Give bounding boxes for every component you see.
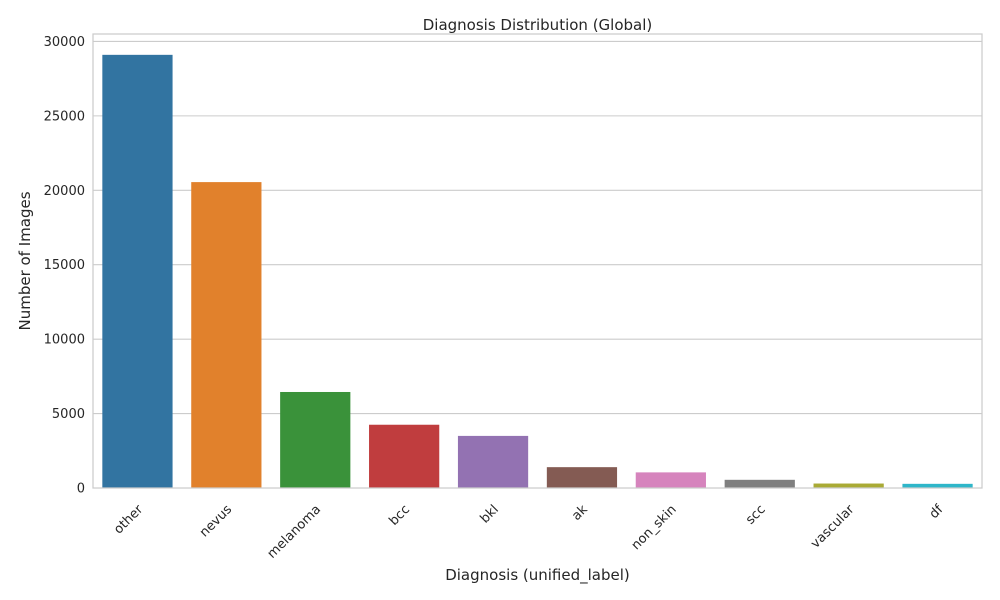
bar-other (102, 54, 173, 488)
chart-title: Diagnosis Distribution (Global) (423, 16, 653, 34)
y-tick-label: 30000 (44, 35, 85, 50)
plot-frame (92, 33, 983, 489)
bar-ak (546, 467, 618, 488)
bars (102, 54, 973, 488)
bar-vascular (813, 483, 884, 488)
bar-bkl (457, 435, 529, 488)
y-tick-label: 5000 (52, 407, 85, 422)
bar-non_skin (635, 472, 706, 488)
bar-df (902, 483, 973, 488)
y-axis-label: Number of Images (16, 191, 34, 330)
y-tick-label: 10000 (44, 333, 85, 348)
x-axis-label: Diagnosis (unified_label) (445, 566, 630, 585)
y-tick-label: 20000 (44, 184, 85, 199)
y-tick-label: 0 (77, 482, 85, 497)
y-tick-label: 25000 (44, 109, 85, 124)
bar-nevus (191, 182, 262, 488)
bar-bcc (369, 424, 440, 488)
bar-scc (724, 479, 795, 488)
y-tick-label: 15000 (44, 258, 85, 273)
y-tick-labels: 0 5000 10000 15000 20000 25000 30000 (44, 35, 85, 497)
bar-melanoma (280, 391, 351, 488)
